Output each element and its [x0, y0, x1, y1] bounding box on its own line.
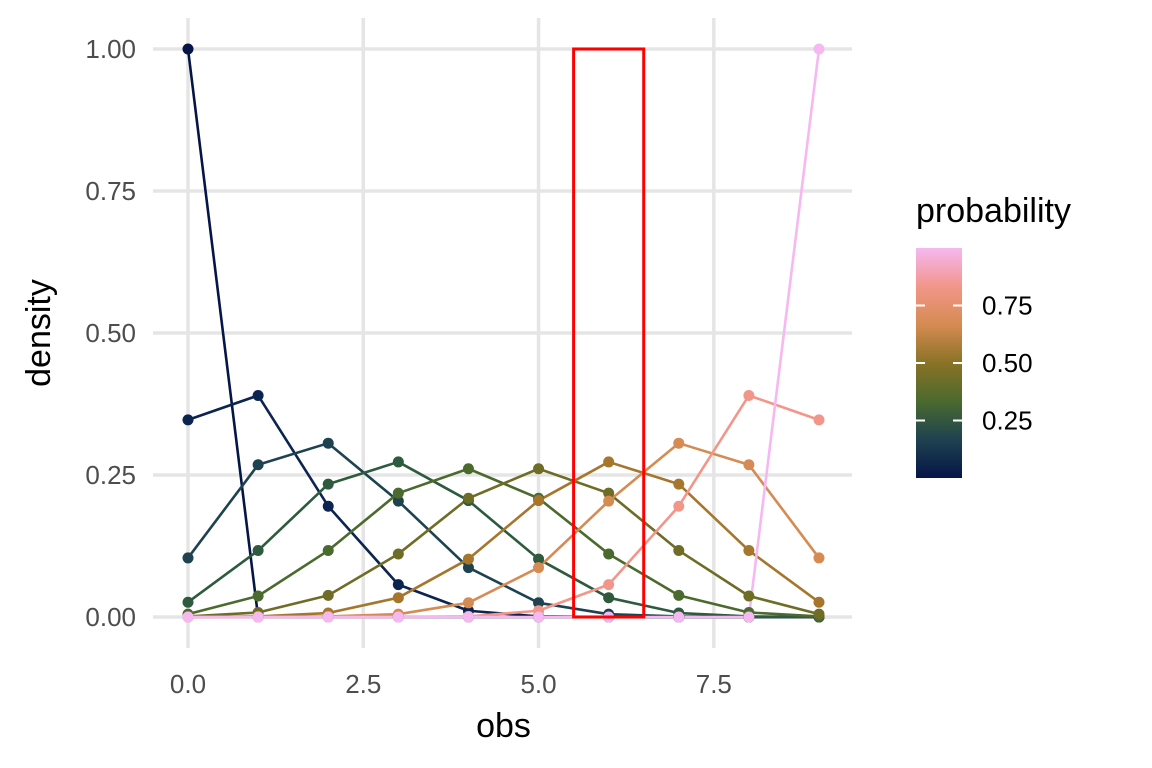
y-tick-label: 0.25 — [85, 460, 136, 490]
data-point-1.00-1 — [252, 611, 264, 623]
legend-label: 0.50 — [982, 348, 1033, 378]
series-points — [182, 43, 825, 623]
data-point-0.56-8 — [743, 590, 755, 602]
y-tick-label: 0.75 — [85, 176, 136, 206]
data-point-1.00-0 — [182, 611, 194, 623]
legend-ticks: 0.25 0.50 0.75 — [916, 291, 1033, 436]
data-point-0.56-5 — [533, 463, 545, 475]
y-axis-ticks: 0.00 0.25 0.50 0.75 1.00 — [85, 34, 136, 632]
data-point-0.44-7 — [673, 589, 685, 601]
data-point-0.67-7 — [673, 478, 685, 490]
data-point-0.56-4 — [462, 492, 474, 504]
series-line-0.56 — [187, 467, 820, 618]
data-point-0.89-6 — [603, 579, 615, 591]
data-point-0.67-6 — [603, 456, 615, 468]
series-line-0.44 — [187, 467, 820, 618]
data-point-0.89-9 — [813, 414, 825, 426]
color-legend: probability 0.25 0.50 0.75 — [916, 192, 1071, 478]
legend-title: probability — [916, 192, 1071, 230]
data-point-0.22-1 — [252, 459, 264, 471]
data-point-0.22-3 — [392, 495, 404, 507]
data-point-0.67-4 — [462, 553, 474, 565]
data-point-0.67-8 — [743, 545, 755, 557]
data-point-0.44-6 — [603, 548, 615, 560]
data-point-0.44-2 — [322, 545, 334, 557]
data-point-0.89-7 — [673, 500, 685, 512]
data-point-0.56-7 — [673, 545, 685, 557]
data-point-0.56-3 — [392, 548, 404, 560]
data-point-1.00-5 — [533, 611, 545, 623]
data-point-0.33-5 — [533, 553, 545, 565]
legend-label: 0.25 — [982, 406, 1033, 436]
data-point-0.33-6 — [603, 592, 615, 604]
data-point-0.44-4 — [462, 463, 474, 475]
data-point-0.33-0 — [182, 596, 194, 608]
series-line-0.67 — [187, 460, 820, 619]
data-point-0.00-0 — [182, 43, 194, 55]
data-point-0.33-2 — [322, 478, 334, 490]
data-point-0.78-5 — [533, 562, 545, 574]
data-point-0.22-5 — [533, 597, 545, 609]
data-point-1.00-3 — [392, 611, 404, 623]
legend-label: 0.75 — [982, 291, 1033, 321]
data-point-0.78-4 — [462, 597, 474, 609]
data-point-0.56-9 — [813, 608, 825, 620]
x-tick-label: 5.0 — [520, 669, 556, 699]
data-point-0.89-8 — [743, 389, 755, 401]
data-point-0.22-0 — [182, 552, 194, 564]
data-point-0.78-9 — [813, 552, 825, 564]
data-point-1.00-8 — [743, 611, 755, 623]
data-point-1.00-7 — [673, 611, 685, 623]
x-axis-title: obs — [476, 707, 531, 745]
series-line-1.00 — [188, 48, 821, 619]
x-tick-label: 2.5 — [345, 669, 381, 699]
data-point-0.11-0 — [182, 414, 194, 426]
data-point-0.33-3 — [392, 456, 404, 468]
series-lines — [186, 48, 821, 619]
data-point-0.78-8 — [743, 459, 755, 471]
x-axis-ticks: 0.0 2.5 5.0 7.5 — [170, 669, 732, 699]
highlight-rectangle — [572, 47, 646, 619]
data-point-0.44-1 — [252, 590, 264, 602]
data-point-0.78-7 — [673, 437, 685, 449]
data-point-0.67-9 — [813, 596, 825, 608]
data-point-0.33-1 — [252, 545, 264, 557]
y-tick-label: 0.50 — [85, 318, 136, 348]
data-point-0.11-1 — [252, 389, 264, 401]
y-tick-label: 1.00 — [85, 34, 136, 64]
x-tick-label: 7.5 — [696, 669, 732, 699]
plot-grid — [153, 18, 852, 648]
data-point-1.00-4 — [462, 611, 474, 623]
y-axis-title: density — [20, 279, 58, 387]
x-tick-label: 0.0 — [170, 669, 206, 699]
data-point-0.44-3 — [392, 487, 404, 499]
series-line-0.33 — [187, 460, 820, 619]
data-point-1.00-9 — [813, 43, 825, 55]
y-tick-label: 0.00 — [85, 602, 136, 632]
data-point-1.00-2 — [322, 611, 334, 623]
data-point-0.67-5 — [533, 495, 545, 507]
data-point-0.56-2 — [322, 589, 334, 601]
data-point-0.22-4 — [462, 562, 474, 574]
data-point-0.22-2 — [322, 437, 334, 449]
data-point-0.67-3 — [392, 592, 404, 604]
data-point-0.78-6 — [603, 495, 615, 507]
data-point-0.11-2 — [322, 500, 334, 512]
data-point-0.56-6 — [603, 487, 615, 499]
data-point-0.11-3 — [392, 579, 404, 591]
